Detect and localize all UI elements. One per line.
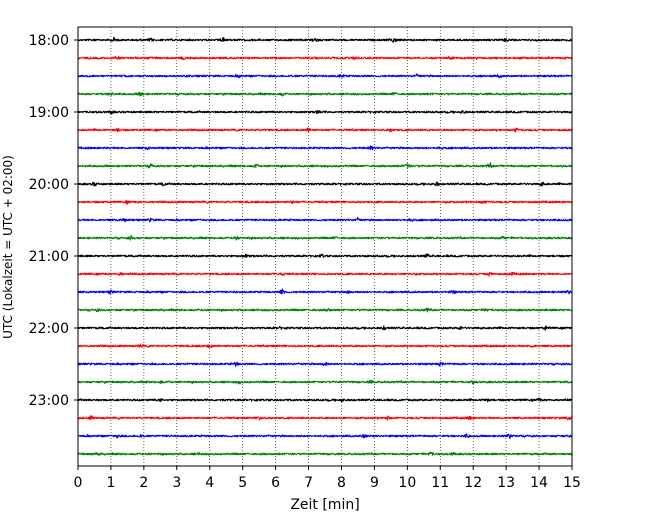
y-tick-label: 19:00	[29, 105, 69, 121]
trace-1	[77, 36, 573, 43]
trace-6	[77, 127, 573, 133]
x-tick-label: 8	[337, 475, 346, 491]
trace-23	[77, 433, 573, 439]
x-tick-label: 7	[304, 475, 313, 491]
plot-background	[78, 27, 572, 466]
x-tick-label: 11	[431, 475, 449, 491]
trace-12	[77, 235, 573, 241]
trace-14	[77, 271, 573, 277]
y-axis-ticks: 18:00 19:00 20:00 21:00 22:00 23:00	[29, 33, 78, 409]
x-tick-label: 1	[106, 475, 115, 491]
trace-4	[77, 91, 573, 97]
x-tick-label: 0	[74, 475, 83, 491]
trace-22	[77, 415, 573, 421]
trace-24	[77, 451, 573, 456]
x-axis-ticks: 0 1 2 3 4 5 6 7 8 9 10 11 12 13 14 15	[74, 466, 581, 491]
trace-5	[77, 109, 573, 115]
trace-16	[77, 307, 573, 313]
x-tick-label: 2	[139, 475, 148, 491]
y-tick-label: 22:00	[29, 321, 69, 337]
x-tick-label: 15	[563, 475, 581, 491]
y-tick-label: 23:00	[29, 393, 69, 409]
y-tick-label: 18:00	[29, 33, 69, 49]
trace-15	[77, 288, 573, 295]
x-tick-label: 9	[370, 475, 379, 491]
x-tick-label: 4	[205, 475, 214, 491]
trace-20	[77, 379, 573, 385]
x-tick-label: 10	[398, 475, 416, 491]
plot-frame	[77, 26, 573, 467]
trace-13	[77, 253, 573, 258]
y-axis-label: UTC (Lokalzeit = UTC + 02:00)	[1, 155, 15, 339]
trace-18	[77, 343, 573, 348]
y-tick-label: 21:00	[29, 249, 69, 265]
trace-21	[77, 397, 573, 403]
trace-7	[77, 145, 573, 151]
trace-8	[77, 162, 573, 169]
vertical-grid	[110, 27, 540, 466]
trace-10	[77, 200, 573, 205]
trace-9	[77, 181, 573, 187]
trace-3	[77, 73, 573, 79]
x-axis-label: Zeit [min]	[290, 497, 359, 513]
x-tick-label: 5	[238, 475, 247, 491]
x-tick-label: 13	[497, 475, 515, 491]
trace-17	[77, 325, 573, 331]
y-tick-label: 20:00	[29, 177, 69, 193]
trace-19	[77, 361, 573, 367]
x-tick-label: 12	[464, 475, 482, 491]
x-tick-label: 14	[530, 475, 548, 491]
trace-2	[77, 55, 573, 61]
x-tick-label: 6	[271, 475, 280, 491]
x-tick-label: 3	[172, 475, 181, 491]
seismogram-traces	[77, 36, 573, 456]
trace-11	[77, 216, 573, 223]
